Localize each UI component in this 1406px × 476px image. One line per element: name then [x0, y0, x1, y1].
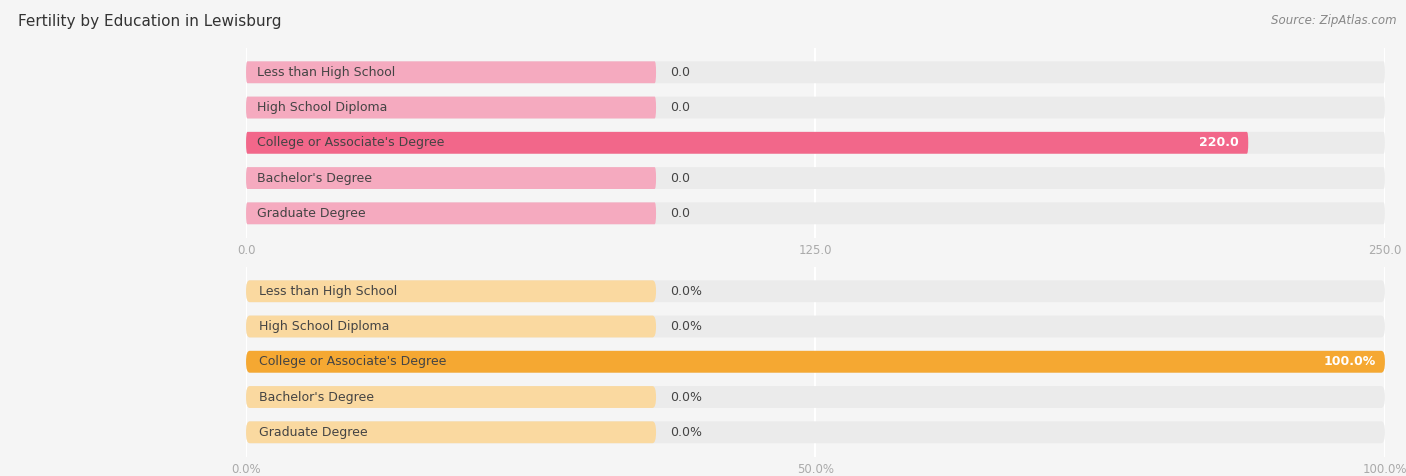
FancyBboxPatch shape — [246, 316, 657, 337]
Text: Graduate Degree: Graduate Degree — [257, 207, 366, 220]
FancyBboxPatch shape — [246, 280, 1385, 302]
FancyBboxPatch shape — [246, 202, 1385, 224]
Text: 0.0%: 0.0% — [669, 426, 702, 439]
Text: Graduate Degree: Graduate Degree — [259, 426, 368, 439]
Text: Less than High School: Less than High School — [257, 66, 395, 79]
FancyBboxPatch shape — [246, 351, 1385, 373]
FancyBboxPatch shape — [246, 202, 657, 224]
Text: 0.0%: 0.0% — [669, 285, 702, 298]
Text: 0.0%: 0.0% — [669, 320, 702, 333]
FancyBboxPatch shape — [246, 421, 1385, 443]
Text: 100.0%: 100.0% — [1323, 355, 1376, 368]
Text: High School Diploma: High School Diploma — [259, 320, 389, 333]
Text: 0.0: 0.0 — [669, 171, 690, 185]
Text: Less than High School: Less than High School — [259, 285, 398, 298]
FancyBboxPatch shape — [246, 280, 657, 302]
Text: 220.0: 220.0 — [1199, 136, 1239, 149]
Text: 0.0: 0.0 — [669, 66, 690, 79]
FancyBboxPatch shape — [246, 167, 1385, 189]
FancyBboxPatch shape — [246, 97, 1385, 119]
FancyBboxPatch shape — [246, 386, 1385, 408]
FancyBboxPatch shape — [246, 167, 657, 189]
Text: College or Associate's Degree: College or Associate's Degree — [257, 136, 444, 149]
FancyBboxPatch shape — [246, 97, 657, 119]
FancyBboxPatch shape — [246, 421, 657, 443]
Text: 0.0: 0.0 — [669, 101, 690, 114]
Text: 0.0%: 0.0% — [669, 390, 702, 404]
FancyBboxPatch shape — [246, 132, 1385, 154]
Text: 0.0: 0.0 — [669, 207, 690, 220]
Text: Source: ZipAtlas.com: Source: ZipAtlas.com — [1271, 14, 1396, 27]
Text: Bachelor's Degree: Bachelor's Degree — [259, 390, 374, 404]
FancyBboxPatch shape — [246, 132, 1249, 154]
FancyBboxPatch shape — [246, 61, 657, 83]
FancyBboxPatch shape — [246, 386, 657, 408]
FancyBboxPatch shape — [246, 61, 1385, 83]
FancyBboxPatch shape — [246, 351, 1385, 373]
Text: Fertility by Education in Lewisburg: Fertility by Education in Lewisburg — [18, 14, 281, 30]
Text: High School Diploma: High School Diploma — [257, 101, 387, 114]
Text: College or Associate's Degree: College or Associate's Degree — [259, 355, 447, 368]
FancyBboxPatch shape — [246, 316, 1385, 337]
Text: Bachelor's Degree: Bachelor's Degree — [257, 171, 371, 185]
